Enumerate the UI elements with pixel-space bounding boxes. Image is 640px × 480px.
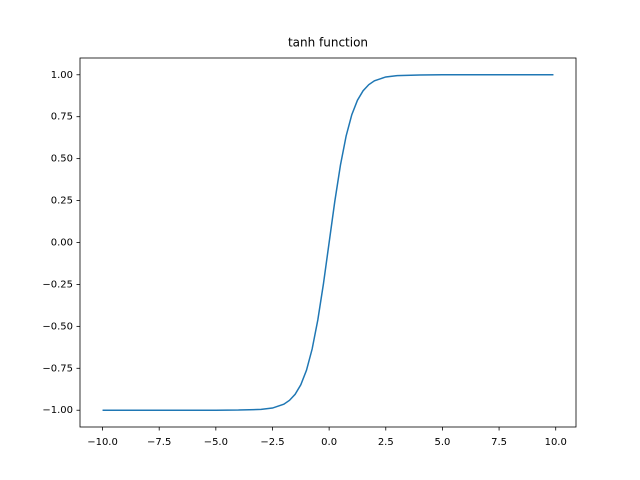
y-tick-label: −0.50 — [42, 321, 73, 332]
x-tick-label: 2.5 — [378, 437, 394, 448]
y-tick-label: 0.00 — [51, 238, 73, 249]
chart-title: tanh function — [288, 36, 368, 50]
y-tick-label: −0.75 — [42, 363, 73, 374]
y-tick-label: −1.00 — [42, 405, 73, 416]
x-tick-label: 10.0 — [545, 437, 567, 448]
x-tick-label: −2.5 — [260, 437, 284, 448]
y-tick-label: 0.75 — [51, 112, 73, 123]
x-tick-label: 7.5 — [491, 437, 507, 448]
x-tick-label: 5.0 — [434, 437, 450, 448]
x-tick-label: −5.0 — [204, 437, 228, 448]
y-tick-label: 0.25 — [51, 196, 73, 207]
y-tick-label: 1.00 — [51, 70, 73, 81]
x-tick-label: −7.5 — [147, 437, 171, 448]
y-tick-label: 0.50 — [51, 154, 73, 165]
x-tick-label: −10.0 — [87, 437, 118, 448]
x-tick-label: 0.0 — [321, 437, 337, 448]
y-tick-label: −0.25 — [42, 279, 73, 290]
line-series — [102, 74, 554, 411]
